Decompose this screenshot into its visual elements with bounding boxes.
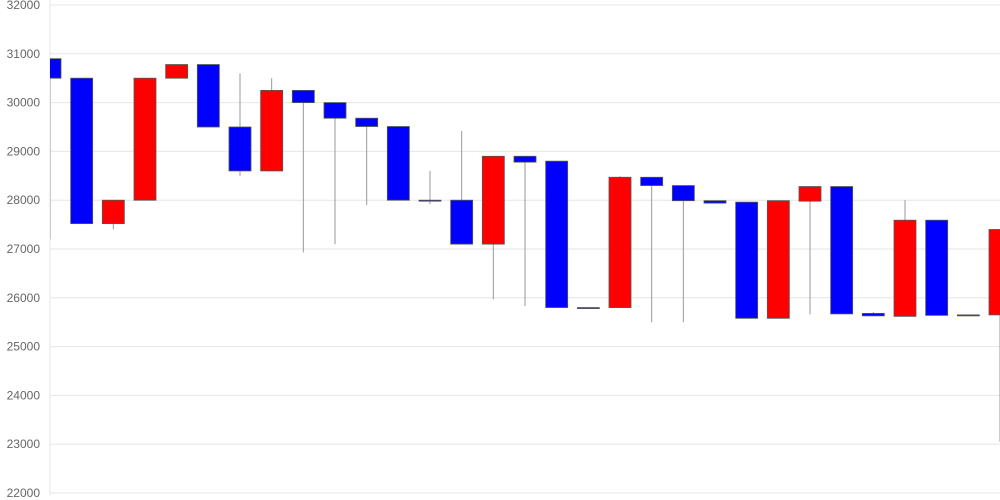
y-tick-label: 28000 (7, 193, 41, 207)
candle-body-down (513, 155, 537, 163)
candle (165, 64, 189, 79)
candle-body-up (608, 176, 632, 308)
y-tick-label: 24000 (7, 388, 41, 402)
candle-body-down (703, 200, 727, 204)
candle-body-down (386, 126, 410, 201)
y-tick-label: 25000 (7, 340, 41, 354)
candle (323, 102, 347, 245)
candle-body-down (545, 160, 569, 308)
candle-body-up (260, 90, 284, 172)
y-axis-ticks: 32000 31000 30000 29000 28000 27000 26000 25000… (7, 0, 41, 500)
candle (291, 90, 315, 253)
candle-body-down (861, 313, 885, 317)
candle (70, 77, 94, 225)
candle-body-up (766, 200, 790, 319)
candle-body-up (893, 219, 917, 317)
candle (545, 160, 569, 308)
y-tick-label: 23000 (7, 437, 41, 451)
candle-body-down (418, 199, 442, 202)
y-tick-label: 26000 (7, 291, 41, 305)
candle-body-down (450, 199, 474, 245)
candle (260, 78, 284, 172)
candle (355, 117, 379, 206)
candle (576, 307, 600, 309)
candle-body-down (196, 64, 220, 128)
candle (671, 185, 695, 323)
candle (988, 229, 1000, 442)
candle (418, 170, 442, 205)
candles (50, 58, 1000, 442)
candle-body-down (70, 77, 94, 225)
candle-body-up (481, 155, 505, 245)
candle-body-down (671, 185, 695, 202)
y-tick-label: 22000 (7, 486, 41, 500)
y-tick-label: 31000 (7, 47, 41, 61)
candle (608, 176, 632, 308)
candle (640, 176, 664, 323)
y-tick-label: 32000 (7, 0, 41, 12)
candle (798, 186, 822, 315)
candle-body-up (101, 199, 125, 225)
candle-body-down (640, 176, 664, 186)
candle (735, 201, 759, 319)
candle-body-up (165, 64, 189, 79)
candle (925, 219, 949, 316)
candle (228, 73, 252, 176)
candle (956, 314, 980, 317)
candle (766, 200, 790, 319)
y-tick-label: 30000 (7, 96, 41, 110)
candle-body-down (576, 307, 600, 309)
candle (450, 130, 474, 245)
candle-body-down (50, 58, 62, 79)
candle (133, 77, 157, 201)
candle-body-down (925, 219, 949, 316)
candle-body-down (830, 186, 854, 315)
candle-body-down (735, 201, 759, 319)
candle (386, 126, 410, 201)
candle-body-up (988, 229, 1000, 316)
candle-body-up (798, 186, 822, 202)
candle (513, 155, 537, 307)
candle (481, 155, 505, 300)
candle (861, 311, 885, 317)
y-tick-label: 29000 (7, 144, 41, 158)
candle-body-down (323, 102, 347, 119)
candle (830, 186, 854, 315)
candle-body-down (956, 314, 980, 317)
candle (50, 58, 62, 240)
candle-body-down (291, 90, 315, 104)
candle (703, 200, 727, 204)
y-tick-label: 27000 (7, 242, 41, 256)
candle-body-up (133, 77, 157, 201)
candle (101, 199, 125, 230)
candle (196, 64, 220, 128)
candle (893, 200, 917, 317)
candle-body-down (228, 126, 252, 172)
candle-body-down (355, 117, 379, 127)
